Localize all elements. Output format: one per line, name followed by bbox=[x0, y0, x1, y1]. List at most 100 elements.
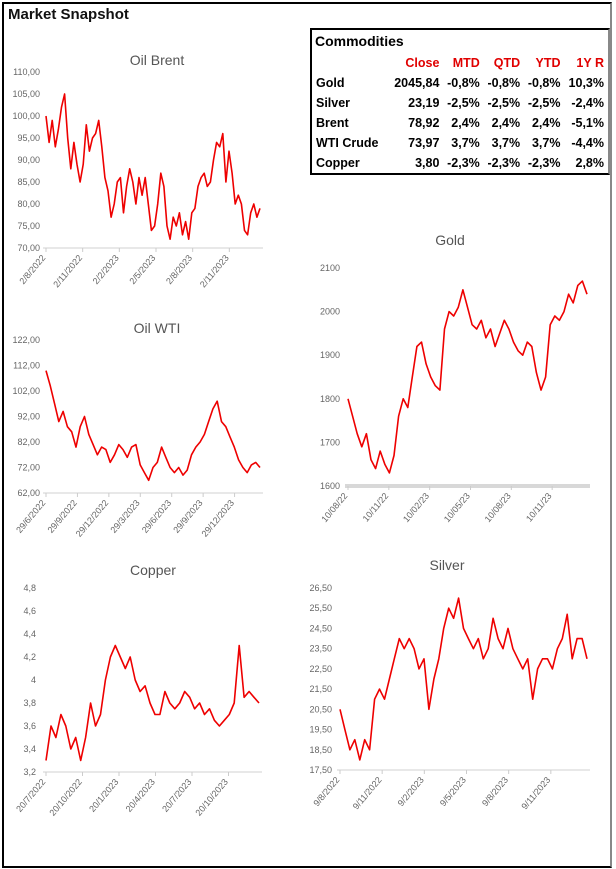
y-tick-label: 4,4 bbox=[23, 629, 36, 639]
x-tick-label: 9/8/2022 bbox=[311, 775, 341, 808]
y-tick-label: 112,00 bbox=[13, 361, 40, 371]
y-tick-label: 3,4 bbox=[23, 744, 36, 754]
table-cell: -2,5% bbox=[487, 96, 521, 110]
x-tick-label: 20/10/2023 bbox=[193, 777, 230, 818]
chart-brent: Oil Brent 70,00 75,00 80,00 85,00 90,00 95,00 1… bbox=[12, 52, 263, 289]
x-tick-label: 10/11/22 bbox=[361, 491, 391, 524]
y-tick-label: 90,00 bbox=[17, 155, 40, 165]
x-tick-label: 29/9/2023 bbox=[171, 498, 204, 535]
chart-silver: Silver 17,50 18,50 19,50 20,50 21,50 22,50 23,5… bbox=[309, 557, 590, 811]
column-header: QTD bbox=[493, 56, 521, 70]
table-cell: 2045,84 bbox=[394, 76, 440, 90]
x-tick-label: 10/02/23 bbox=[401, 491, 431, 524]
y-tick-label: 26,50 bbox=[309, 583, 332, 593]
column-header: 1Y R bbox=[576, 56, 604, 70]
table-title: Commodities bbox=[315, 33, 404, 49]
table-row: WTI Crude 73,97 3,7% 3,7% 3,7% -4,4% bbox=[314, 133, 606, 153]
y-tick-label: 1600 bbox=[320, 481, 340, 491]
table-cell: -2,3% bbox=[487, 156, 521, 170]
table-cell: WTI Crude bbox=[316, 136, 379, 150]
y-tick-label: 122,00 bbox=[12, 335, 40, 345]
table-cell: Silver bbox=[316, 96, 351, 110]
x-tick-label: 20/10/2022 bbox=[47, 777, 84, 818]
x-tick-label: 20/7/2023 bbox=[160, 777, 193, 814]
y-tick-label: 21,50 bbox=[309, 684, 332, 694]
y-tick-label: 102,00 bbox=[12, 386, 40, 396]
x-tick-label: 2/8/2023 bbox=[164, 253, 194, 286]
table-cell: -2,3% bbox=[447, 156, 480, 170]
y-tick-label: 17,50 bbox=[309, 765, 332, 775]
x-tick-label: 10/05/23 bbox=[442, 491, 472, 524]
chart-title: Oil WTI bbox=[134, 320, 181, 336]
chart-copper: Copper 3,2 3,4 3,6 3,8 4 4,2 4,4 4,6 4,8 20/7/2022… bbox=[14, 562, 262, 818]
y-tick-label: 110,00 bbox=[13, 67, 40, 77]
table-row: Gold 2045,84 -0,8% -0,8% -0,8% 10,3% bbox=[314, 73, 606, 93]
table-cell: -2,4% bbox=[571, 96, 604, 110]
table-cell: 3,7% bbox=[451, 136, 480, 150]
x-tick-label: 9/5/2023 bbox=[438, 775, 468, 808]
y-tick-label: 2000 bbox=[320, 307, 340, 317]
y-tick-label: 23,50 bbox=[309, 644, 332, 654]
commodities-table: Commodities Close MTD QTD YTD 1Y R Gold 2045,8… bbox=[310, 28, 610, 175]
y-tick-label: 19,50 bbox=[309, 725, 332, 735]
y-tick-label: 85,00 bbox=[17, 177, 40, 187]
y-tick-label: 3,8 bbox=[23, 698, 36, 708]
x-tick-label: 2/2/2023 bbox=[91, 253, 121, 286]
x-tick-label: 20/4/2023 bbox=[124, 777, 157, 814]
table-cell: 10,3% bbox=[568, 76, 604, 90]
x-tick-label: 29/12/2023 bbox=[199, 498, 236, 539]
y-tick-label: 20,50 bbox=[309, 704, 332, 714]
column-header: YTD bbox=[535, 56, 561, 70]
y-tick-label: 105,00 bbox=[12, 89, 40, 99]
table-cell: 2,4% bbox=[531, 116, 561, 130]
y-tick-label: 22,50 bbox=[309, 664, 332, 674]
table-row: Brent 78,92 2,4% 2,4% 2,4% -5,1% bbox=[314, 113, 606, 133]
y-tick-label: 24,50 bbox=[309, 623, 332, 633]
chart-wti: Oil WTI 62,00 72,00 82,00 92,00 102,00 112,00 1… bbox=[12, 320, 263, 539]
y-tick-label: 1800 bbox=[320, 394, 340, 404]
y-tick-label: 4,8 bbox=[23, 583, 36, 593]
x-tick-label: 29/6/2022 bbox=[14, 498, 47, 535]
chart-title: Gold bbox=[435, 232, 465, 248]
y-tick-label: 1900 bbox=[320, 350, 340, 360]
table-cell: -2,5% bbox=[447, 96, 480, 110]
table-cell: -0,8% bbox=[487, 76, 521, 90]
x-tick-label: 29/6/2023 bbox=[140, 498, 173, 535]
y-tick-label: 4,6 bbox=[23, 606, 36, 616]
x-tick-label: 29/3/2023 bbox=[108, 498, 141, 535]
table-cell: Copper bbox=[316, 156, 360, 170]
column-header: Close bbox=[405, 56, 440, 70]
x-tick-label: 10/08/23 bbox=[483, 491, 513, 524]
table-cell: 3,80 bbox=[415, 156, 440, 170]
x-tick-label: 20/1/2023 bbox=[87, 777, 120, 814]
x-tick-label: 2/5/2023 bbox=[127, 253, 157, 286]
y-tick-label: 2100 bbox=[320, 263, 340, 273]
y-tick-label: 80,00 bbox=[17, 199, 40, 209]
y-tick-label: 95,00 bbox=[17, 133, 40, 143]
chart-title: Copper bbox=[130, 562, 176, 578]
x-tick-label: 10/11/23 bbox=[524, 491, 554, 524]
table-cell: Gold bbox=[316, 76, 345, 90]
y-tick-label: 72,00 bbox=[17, 463, 40, 473]
table-cell: -2,3% bbox=[527, 156, 561, 170]
series-line-wti bbox=[45, 370, 261, 482]
y-tick-label: 1700 bbox=[320, 437, 340, 447]
column-header: MTD bbox=[452, 56, 480, 70]
chart-title: Silver bbox=[429, 557, 464, 573]
table-row: Silver 23,19 -2,5% -2,5% -2,5% -2,4% bbox=[314, 93, 606, 113]
series-line-silver bbox=[339, 597, 588, 761]
table-cell: -4,4% bbox=[571, 136, 604, 150]
y-tick-label: 4 bbox=[31, 675, 36, 685]
table-row: Copper 3,80 -2,3% -2,3% -2,3% 2,8% bbox=[314, 153, 606, 173]
x-tick-label: 2/8/2022 bbox=[17, 253, 47, 286]
x-tick-label: 10/08/22 bbox=[319, 491, 349, 524]
x-tick-label: 9/11/2022 bbox=[351, 775, 384, 812]
table-cell: -5,1% bbox=[571, 116, 604, 130]
x-tick-label: 20/7/2022 bbox=[14, 777, 47, 814]
chart-title: Oil Brent bbox=[130, 52, 185, 68]
table-cell: -2,5% bbox=[527, 96, 561, 110]
x-tick-label: 9/8/2023 bbox=[480, 775, 510, 808]
table-cell: 3,7% bbox=[491, 136, 521, 150]
